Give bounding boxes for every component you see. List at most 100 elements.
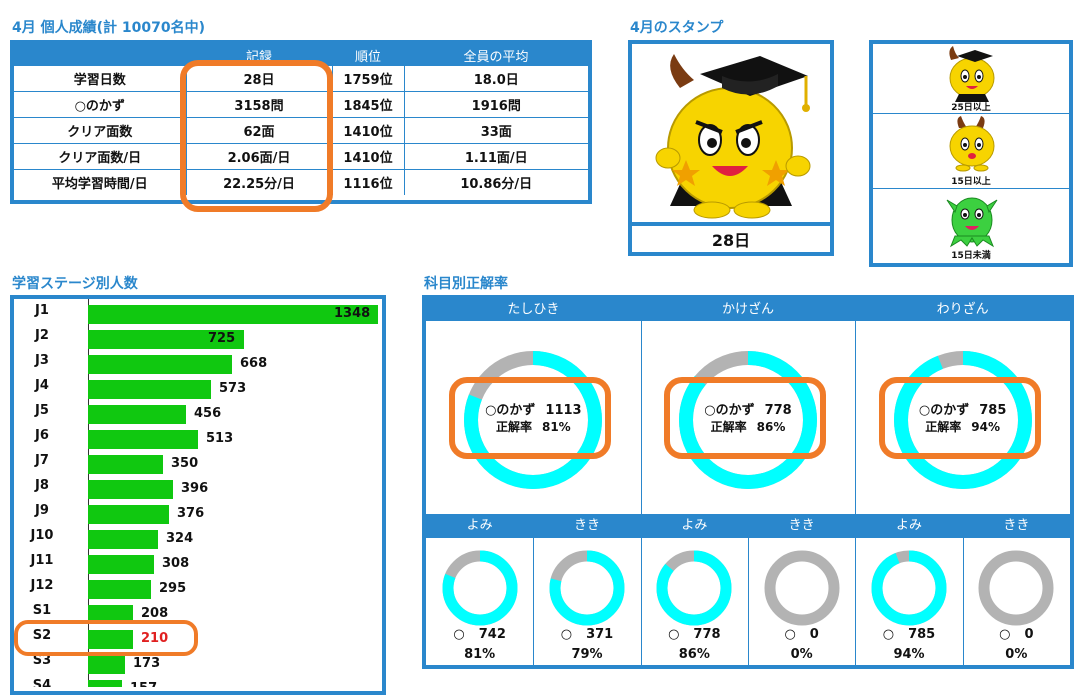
stage-bar-value: 396 — [181, 481, 209, 496]
stage-bar-value: 308 — [162, 556, 190, 571]
sub-count-value: 371 — [586, 627, 614, 642]
stage-label: S4 — [32, 678, 52, 687]
stage-bar — [88, 380, 211, 399]
subject-header: わりざん — [936, 302, 989, 317]
stats-rank-cell: 1759位 — [332, 66, 405, 92]
stats-row: 学習日数 28日 1759位 18.0日 — [14, 66, 588, 92]
stage-bar — [88, 305, 378, 324]
stage-bar — [88, 655, 125, 674]
donut-remainder — [764, 550, 840, 626]
stage-bar — [88, 480, 173, 499]
stage-bar — [88, 355, 232, 374]
stage-bar — [88, 505, 169, 524]
stage-bar-value: 350 — [171, 456, 199, 471]
sub-donut — [442, 550, 518, 626]
sub-donut — [549, 550, 625, 626]
stage-bar — [88, 430, 198, 449]
stats-title: 4月 個人成績(計 10070名中) — [12, 20, 205, 36]
donut-correct-arc — [549, 550, 625, 626]
stage-label: J2 — [35, 328, 49, 343]
sub-circle-symbol: ○ — [784, 627, 796, 642]
stage-label: S3 — [32, 653, 52, 668]
sub-count-line: ○ 371 — [537, 627, 637, 642]
stage-title: 学習ステージ別人数 — [12, 276, 138, 292]
sub-count-value: 0 — [1024, 627, 1034, 642]
sub-rate-value: 0% — [790, 647, 813, 662]
subject-correct-count: 1113 — [545, 403, 582, 418]
sub-count-line: ○ 742 — [430, 627, 530, 642]
stage-bar — [88, 455, 163, 474]
stage-label: S2 — [32, 628, 52, 643]
sub-count-line: ○ 0 — [966, 627, 1066, 642]
stats-average-cell: 1.11面/日 — [404, 143, 588, 170]
stats-rank-cell: 1845位 — [332, 91, 405, 118]
sub-header: きき — [1003, 518, 1030, 533]
subject-correct-line: ○のかず 785 — [903, 399, 1023, 418]
stage-bar-value: 210 — [141, 631, 169, 646]
record-column-highlight — [180, 60, 333, 212]
stats-record-cell: 3158問 — [186, 91, 333, 118]
stage-label: J5 — [35, 403, 49, 418]
subject-correct-label: ○のかず — [485, 403, 536, 418]
stage-label: J9 — [35, 503, 49, 518]
stage-label: J12 — [30, 578, 54, 593]
stats-label-cell: ○のかず — [14, 91, 187, 118]
subject-highlight — [449, 377, 612, 459]
sub-circle-symbol: ○ — [453, 627, 465, 642]
subject-highlight — [664, 377, 826, 459]
subject-correct-label: ○のかず — [918, 403, 970, 418]
donut-correct-arc — [893, 351, 1032, 489]
sub-header: きき — [788, 518, 815, 533]
stats-average-cell: 10.86分/日 — [460, 177, 533, 192]
stats-header-average: 全員の平均 — [404, 44, 588, 66]
stage-bar-value: 668 — [240, 356, 268, 371]
stamp-legend-divider — [873, 188, 1069, 189]
stats-row: 平均学習時間/日 22.25分/日 1116位 10.86分/日 — [14, 169, 588, 195]
stage-bar-value: 208 — [141, 606, 169, 621]
subject-rate-label: 正解率 — [925, 420, 962, 434]
sub-rate-value: 94% — [893, 647, 925, 662]
stats-rank-cell: 1410位 — [332, 117, 405, 144]
subject-rate-line: 正解率 86% — [688, 418, 808, 435]
stage-bar — [88, 405, 186, 424]
sub-divider — [640, 538, 642, 665]
stamp-mascot-normal-icon — [949, 116, 995, 172]
stage-bar-value: 573 — [219, 381, 247, 396]
sub-donut — [978, 550, 1054, 626]
stamp-title: 4月のスタンプ — [630, 20, 724, 36]
subject-highlight — [878, 377, 1041, 459]
stats-rank-cell: 1410位 — [332, 143, 405, 170]
subject-donut — [464, 351, 603, 489]
stamp-legend-area: 25日以上 15日以上 15日未満 — [873, 44, 1069, 263]
stage-bar-value: 157 — [130, 681, 157, 687]
sub-circle-symbol: ○ — [668, 627, 680, 642]
stage-bar — [88, 605, 133, 624]
sub-divider — [533, 538, 535, 665]
stats-header-row: 記録 順位 全員の平均 — [14, 44, 588, 66]
subject-rate-value: 81% — [541, 420, 571, 434]
stage-label: J4 — [35, 378, 49, 393]
subject-rate-line: 正解率 81% — [473, 418, 593, 435]
stage-label: J3 — [35, 353, 49, 368]
stamp-mascot-graduate-icon — [655, 54, 811, 219]
sub-header: よみ — [466, 518, 493, 533]
stats-row: クリア面数/日 2.06面/日 1410位 1.11面/日 — [14, 143, 588, 170]
sub-circle-symbol: ○ — [882, 627, 895, 642]
subject-header: かけざん — [721, 302, 774, 317]
stage-chart: J1 1348 J2 725 J3 668 J4 573 J5 456 J6 513 J7 350 J8 39… — [14, 299, 382, 687]
accuracy-header-band — [426, 299, 1070, 321]
donut-correct-arc — [442, 550, 518, 626]
stage-label: J1 — [35, 303, 49, 318]
subject-rate-value: 94% — [971, 420, 1001, 434]
stage-bar-value: 725 — [208, 331, 236, 346]
sub-count-line: ○ 778 — [644, 627, 744, 642]
stage-bar-value: 456 — [194, 406, 222, 421]
subject-rate-line: 正解率 94% — [903, 418, 1023, 435]
accuracy-title: 科目別正解率 — [424, 276, 508, 292]
stage-label: J10 — [30, 528, 54, 543]
stats-record-cell: 22.25分/日 — [186, 169, 333, 195]
stage-label: S1 — [32, 603, 52, 618]
sub-circle-symbol: ○ — [999, 627, 1011, 642]
subject-correct-count: 778 — [764, 403, 792, 418]
sub-donut — [656, 550, 732, 626]
